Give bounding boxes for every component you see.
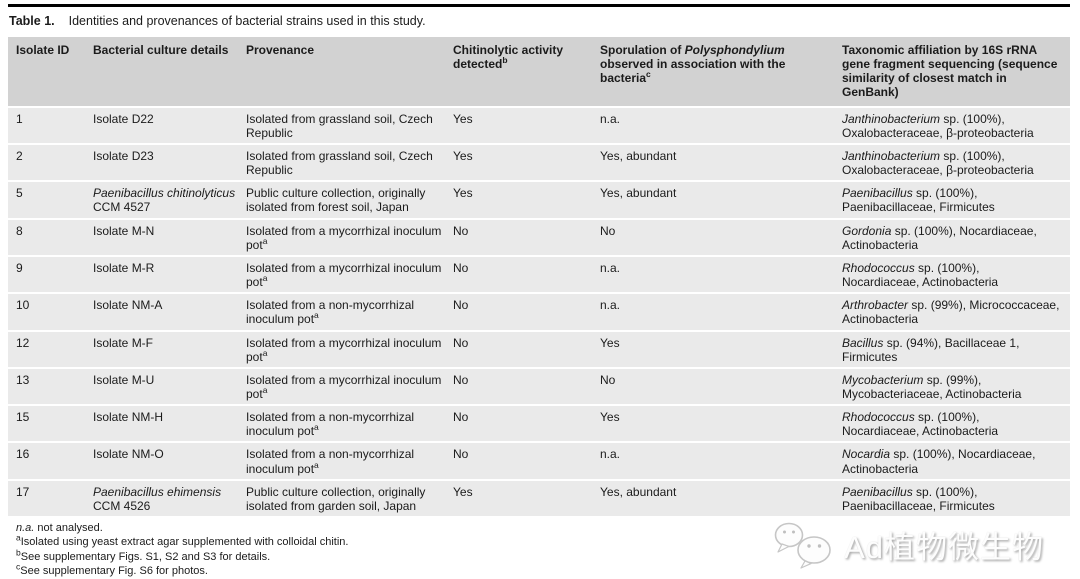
table-row: 1 Isolate D22 Isolated from grassland soil… [8, 107, 1070, 143]
cell-taxonomy: Arthrobacter sp. (99%), Micrococcaceae, … [842, 294, 1070, 330]
cell-provenance: Isolated from a mycorrhizal inoculum pot… [246, 219, 453, 255]
cell-provenance: Public culture collection, originally is… [246, 182, 453, 218]
cell-sporulation: Yes [600, 331, 842, 367]
cell-provenance: Isolated from grassland soil, Czech Repu… [246, 144, 453, 181]
cell-taxonomy: Rhodococcus sp. (100%), Nocardiaceae, Ac… [842, 406, 1070, 442]
cell-isolate-id: 9 [8, 256, 93, 293]
cell-sporulation: n.a. [600, 256, 842, 293]
table-row: 12 Isolate M-F Isolated from a mycorrhizal… [8, 331, 1070, 367]
cell-chitinolytic: Yes [453, 107, 600, 143]
table-row: 8 Isolate M-N Isolated from a mycorrhizal … [8, 219, 1070, 255]
cell-sporulation: Yes, abundant [600, 144, 842, 181]
cell-chitinolytic: No [453, 219, 600, 255]
cell-provenance: Isolated from a mycorrhizal inoculum pot… [246, 331, 453, 367]
cell-taxonomy: Gordonia sp. (100%), Nocardiaceae, Actin… [842, 219, 1070, 255]
column-header-culture: Bacterial culture details [93, 37, 246, 106]
cell-culture: Isolate M-R [93, 256, 246, 293]
cell-isolate-id: 5 [8, 182, 93, 218]
cell-sporulation: Yes, abundant [600, 182, 842, 218]
table-title: Table 1. Identities and provenances of ba… [9, 14, 1070, 28]
cell-culture: Isolate D22 [93, 107, 246, 143]
cell-taxonomy: Mycobacterium sp. (99%), Mycobacteriacea… [842, 368, 1070, 405]
cell-chitinolytic: No [453, 368, 600, 405]
table-row: 16 Isolate NM-O Isolated from a non-mycorr… [8, 443, 1070, 479]
cell-provenance: Isolated from a non-mycorrhizal inoculum… [246, 443, 453, 479]
cell-taxonomy: Bacillus sp. (94%), Bacillaceae 1, Firmi… [842, 331, 1070, 367]
cell-taxonomy: Rhodococcus sp. (100%), Nocardiaceae, Ac… [842, 256, 1070, 293]
cell-culture: Paenibacillus ehimensis CCM 4526 [93, 480, 246, 517]
cell-sporulation: Yes [600, 406, 842, 442]
table-row: 9 Isolate M-R Isolated from a mycorrhizal … [8, 256, 1070, 293]
cell-sporulation: No [600, 219, 842, 255]
column-header-chitinolytic: Chitinolytic activity detectedb [453, 37, 600, 106]
cell-sporulation: n.a. [600, 443, 842, 479]
cell-sporulation: Yes, abundant [600, 480, 842, 517]
cell-isolate-id: 12 [8, 331, 93, 367]
cell-taxonomy: Janthinobacterium sp. (100%), Oxalobacte… [842, 144, 1070, 181]
cell-culture: Isolate M-N [93, 219, 246, 255]
table-row: 13 Isolate M-U Isolated from a mycorrhizal… [8, 368, 1070, 405]
table-row: 5 Paenibacillus chitinolyticus CCM 4527 Pu… [8, 182, 1070, 218]
cell-culture: Isolate M-F [93, 331, 246, 367]
cell-taxonomy: Nocardia sp. (100%), Nocardiaceae, Actin… [842, 443, 1070, 479]
cell-chitinolytic: No [453, 406, 600, 442]
cell-chitinolytic: Yes [453, 182, 600, 218]
cell-sporulation: n.a. [600, 107, 842, 143]
cell-chitinolytic: No [453, 256, 600, 293]
cell-chitinolytic: No [453, 443, 600, 479]
cell-culture: Isolate NM-O [93, 443, 246, 479]
footnote: bSee supplementary Figs. S1, S2 and S3 f… [16, 547, 271, 563]
cell-chitinolytic: No [453, 294, 600, 330]
cell-chitinolytic: No [453, 331, 600, 367]
header-row: Isolate ID Bacterial culture details Prove… [8, 37, 1070, 106]
cell-taxonomy: Paenibacillus sp. (100%), Paenibacillace… [842, 480, 1070, 517]
cell-chitinolytic: Yes [453, 144, 600, 181]
cell-isolate-id: 16 [8, 443, 93, 479]
footnotes: n.a. not analysed. aIsolated using yeast … [16, 522, 1070, 579]
table-top-rule [8, 4, 1070, 7]
cell-isolate-id: 1 [8, 107, 93, 143]
cell-sporulation: No [600, 368, 842, 405]
cell-provenance: Isolated from a mycorrhizal inoculum pot… [246, 256, 453, 293]
cell-isolate-id: 10 [8, 294, 93, 330]
cell-provenance: Isolated from a non-mycorrhizal inoculum… [246, 294, 453, 330]
cell-sporulation: n.a. [600, 294, 842, 330]
table-row: 2 Isolate D23 Isolated from grassland soil… [8, 144, 1070, 181]
strains-table: Isolate ID Bacterial culture details Prove… [8, 35, 1070, 518]
cell-culture: Isolate M-U [93, 368, 246, 405]
table-body: 1 Isolate D22 Isolated from grassland soil… [8, 107, 1070, 517]
table-head: Isolate ID Bacterial culture details Prove… [8, 37, 1070, 106]
table-title-label: Table 1. [9, 14, 55, 28]
cell-provenance: Isolated from grassland soil, Czech Repu… [246, 107, 453, 143]
column-header-taxonomy: Taxonomic affiliation by 16S rRNA gene f… [842, 37, 1070, 106]
cell-taxonomy: Paenibacillus sp. (100%), Paenibacillace… [842, 182, 1070, 218]
table-row: 10 Isolate NM-A Isolated from a non-mycorr… [8, 294, 1070, 330]
cell-culture: Isolate NM-A [93, 294, 246, 330]
column-header-isolate-id: Isolate ID [8, 37, 93, 106]
footnote: n.a. not analysed. [16, 522, 103, 535]
cell-culture: Isolate D23 [93, 144, 246, 181]
cell-isolate-id: 13 [8, 368, 93, 405]
cell-culture: Paenibacillus chitinolyticus CCM 4527 [93, 182, 246, 218]
table-row: 17 Paenibacillus ehimensis CCM 4526 Public… [8, 480, 1070, 517]
table-title-text: Identities and provenances of bacterial … [68, 14, 426, 28]
cell-taxonomy: Janthinobacterium sp. (100%), Oxalobacte… [842, 107, 1070, 143]
cell-isolate-id: 8 [8, 219, 93, 255]
cell-isolate-id: 2 [8, 144, 93, 181]
cell-provenance: Public culture collection, originally is… [246, 480, 453, 517]
column-header-provenance: Provenance [246, 37, 453, 106]
cell-isolate-id: 17 [8, 480, 93, 517]
cell-provenance: Isolated from a mycorrhizal inoculum pot… [246, 368, 453, 405]
table-row: 15 Isolate NM-H Isolated from a non-mycorr… [8, 406, 1070, 442]
cell-culture: Isolate NM-H [93, 406, 246, 442]
footnote: cSee supplementary Fig. S6 for photos. [16, 561, 208, 578]
column-header-sporulation: Sporulation of Polysphondylium observed … [600, 37, 842, 106]
cell-chitinolytic: Yes [453, 480, 600, 517]
cell-provenance: Isolated from a non-mycorrhizal inoculum… [246, 406, 453, 442]
footnote: aIsolated using yeast extract agar suppl… [16, 532, 349, 549]
cell-isolate-id: 15 [8, 406, 93, 442]
